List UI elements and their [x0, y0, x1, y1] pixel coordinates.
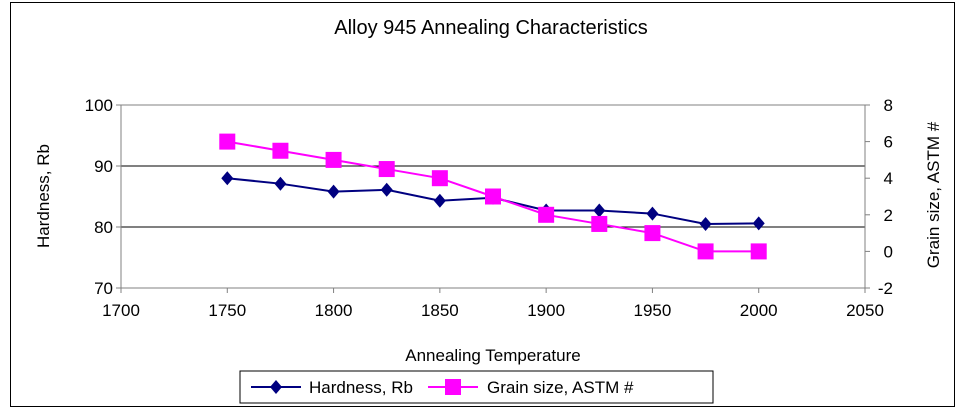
y2-tick-label: 2	[884, 206, 893, 225]
chart-frame: Alloy 945 Annealing Characteristics 1700…	[10, 2, 955, 407]
x-tick-label: 1850	[421, 301, 459, 320]
grain-size-point	[644, 225, 661, 242]
grain-size-point	[219, 133, 236, 150]
y-tick-label: 90	[94, 157, 113, 176]
hardness-point	[699, 216, 712, 231]
y2-axis-title: Grain size, ASTM #	[924, 121, 943, 268]
chart-title: Alloy 945 Annealing Characteristics	[334, 17, 648, 39]
y-axis-ticks: 70 80 90 100	[85, 96, 121, 298]
hardness-point	[752, 216, 765, 231]
chart-svg: Alloy 945 Annealing Characteristics 1700…	[34, 17, 943, 404]
plot-area	[120, 104, 866, 289]
x-axis-title: Annealing Temperature	[405, 346, 580, 365]
hardness-point	[433, 193, 446, 208]
y-tick-label: 100	[85, 96, 113, 115]
grain-size-point	[538, 206, 555, 223]
legend-label-hardness: Hardness, Rb	[309, 378, 413, 397]
y2-tick-label: 0	[884, 242, 893, 261]
x-tick-label: 1800	[315, 301, 353, 320]
x-tick-label: 1700	[102, 301, 140, 320]
y2-tick-label: 6	[884, 133, 893, 152]
y-tick-label: 70	[94, 279, 113, 298]
legend-marker-hardness	[270, 380, 282, 394]
hardness-point	[380, 182, 393, 197]
y2-axis-ticks: -2 0 2 4 6 8	[865, 96, 893, 298]
grain-size-point	[272, 142, 289, 159]
y-axis-title: Hardness, Rb	[34, 144, 53, 248]
y2-tick-label: 8	[884, 96, 893, 115]
series-layer	[219, 133, 767, 260]
legend-marker-grain	[445, 379, 461, 395]
legend: Hardness, Rb Grain size, ASTM #	[239, 370, 714, 404]
x-tick-label: 2050	[846, 301, 884, 320]
legend-label-grain: Grain size, ASTM #	[487, 378, 634, 397]
y-tick-label: 80	[94, 218, 113, 237]
x-axis-ticks: 1700 1750 1800 1850 1900 1950 2000 2050	[102, 288, 884, 320]
hardness-point	[646, 206, 659, 221]
grain-size-point	[378, 161, 395, 178]
x-tick-label: 1750	[208, 301, 246, 320]
hardness-point	[221, 171, 234, 186]
hardness-point	[593, 203, 606, 218]
x-tick-label: 1950	[634, 301, 672, 320]
y2-tick-label: 4	[884, 169, 893, 188]
hardness-point	[327, 184, 340, 199]
x-tick-label: 2000	[740, 301, 778, 320]
hardness-point	[274, 176, 287, 191]
grain-size-point	[431, 170, 448, 187]
gridlines	[121, 165, 865, 228]
x-tick-label: 1900	[527, 301, 565, 320]
y2-tick-label: -2	[878, 279, 893, 298]
grain-size-point	[697, 243, 714, 260]
grain-size-point	[325, 151, 342, 168]
grain-size-point	[750, 243, 767, 260]
grain-size-point	[485, 188, 501, 205]
grain-size-point	[591, 215, 608, 232]
